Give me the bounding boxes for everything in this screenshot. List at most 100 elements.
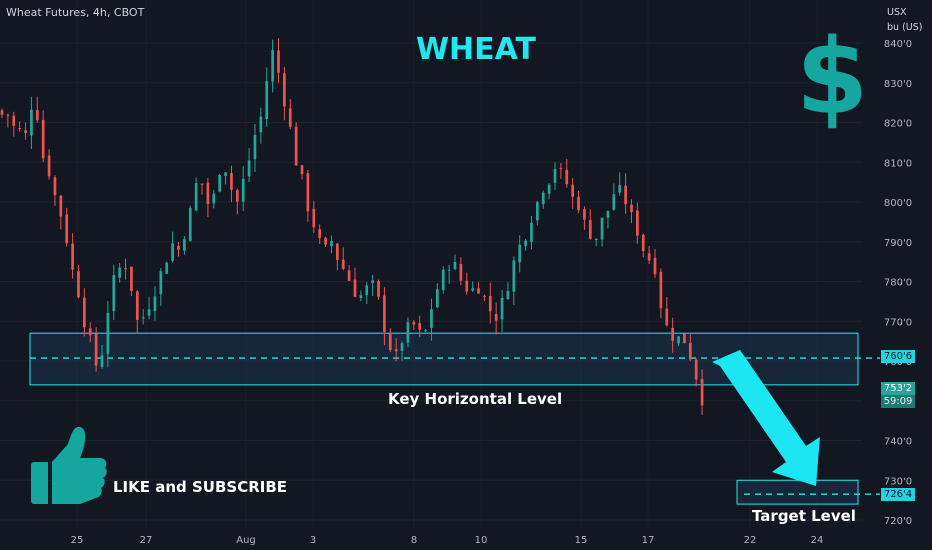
time-tick-label: Aug (236, 535, 256, 546)
time-tick-label: 24 (811, 535, 824, 546)
candle-body (159, 271, 163, 295)
candle-body (583, 209, 586, 220)
candle-body (512, 260, 516, 292)
time-tick-label: 22 (744, 535, 757, 546)
currency-code: USX (887, 7, 907, 18)
candle-body (141, 317, 145, 319)
candle-body (147, 309, 151, 316)
price-tick-label: 840'0 (884, 39, 912, 50)
candle-body (506, 290, 510, 299)
candle-body (194, 183, 198, 211)
candle-body (530, 222, 533, 242)
candle-body (177, 245, 180, 250)
candle-body (624, 185, 627, 205)
candle-body (659, 271, 663, 309)
candle-body (630, 204, 633, 213)
price-tick-label: 800'0 (884, 198, 912, 209)
candle-body (18, 128, 21, 130)
thumbs-up-icon[interactable] (30, 422, 108, 514)
candle-body (500, 297, 504, 320)
candle-body (330, 241, 333, 247)
time-tick-label: 27 (140, 535, 153, 546)
candle-body (671, 328, 675, 341)
candle-body (6, 114, 10, 116)
candle-body (536, 202, 539, 221)
candle-body (324, 237, 327, 245)
candle-body (124, 268, 127, 270)
candle-body (135, 291, 139, 320)
candle-body (577, 196, 580, 211)
time-tick-label: 15 (575, 535, 588, 546)
time-tick-label: 10 (475, 535, 488, 546)
candle-body (230, 173, 233, 190)
price-tick-label: 770'0 (884, 317, 912, 328)
candle-body (183, 239, 186, 251)
candle-body (471, 288, 474, 291)
candle-body (688, 342, 692, 360)
candle-body (612, 194, 616, 210)
dollar-sign-icon: $ (796, 16, 869, 138)
candle-body (106, 313, 110, 354)
candle-body (35, 110, 39, 121)
candle-body (524, 240, 527, 247)
candle-body (359, 295, 363, 299)
target-level-label: Target Level (752, 507, 856, 525)
candle-body (636, 210, 639, 236)
candle-body (694, 359, 698, 380)
price-tick-label: 810'0 (884, 158, 912, 169)
candle-body (241, 178, 245, 202)
candle-body (206, 182, 210, 205)
candle-body (412, 321, 416, 325)
candle-body (353, 279, 357, 297)
candle-body (365, 285, 369, 296)
chart-grid (0, 42, 862, 521)
candle-body (477, 288, 480, 294)
arrow-down-right-icon (712, 350, 820, 486)
candle-body (65, 214, 69, 244)
candle-body (294, 126, 298, 166)
time-tick-label: 17 (642, 535, 655, 546)
candle-body (571, 184, 575, 197)
candle-body (465, 280, 469, 292)
candle-body (53, 177, 57, 196)
candle-body (665, 308, 669, 326)
countdown-badge: 59:09 (881, 395, 915, 408)
candle-body (406, 322, 410, 343)
candle-body (288, 108, 292, 127)
candle-body (600, 217, 604, 240)
candle-body (24, 130, 27, 134)
candle-body (647, 253, 651, 261)
candle-body (400, 343, 404, 351)
candle-body (341, 259, 345, 269)
candle-body (488, 295, 492, 312)
price-tick-label: 780'0 (884, 278, 912, 289)
candle-body (47, 155, 51, 177)
candle-body (441, 269, 445, 291)
candle-body (377, 280, 380, 297)
currency-label: USX bu (US) (887, 5, 922, 35)
candle-body (383, 295, 386, 332)
candle-body (430, 309, 433, 328)
candle-body (165, 262, 169, 274)
candle-body (318, 229, 322, 239)
candle-body (459, 263, 463, 281)
target-badge: 726'4 (881, 488, 915, 501)
symbol-header: Wheat Futures, 4h, CBOT (6, 6, 145, 19)
candle-body (188, 207, 192, 242)
candle-body (565, 169, 569, 185)
price-tick-label: 730'0 (884, 476, 912, 487)
candle-body (12, 115, 16, 126)
candle-body (235, 190, 239, 202)
subscribe-label[interactable]: LIKE and SUBSCRIBE (113, 478, 288, 496)
candle-body (518, 244, 522, 263)
time-tick-label: 3 (310, 535, 316, 546)
key-level-label: Key Horizontal Level (388, 390, 563, 408)
price-axis: 720'0730'0740'0750'0760'0770'0780'0790'0… (884, 39, 912, 527)
candle-body (483, 295, 486, 297)
candle-body (118, 267, 122, 278)
candle-body (388, 332, 392, 350)
candle-body (224, 172, 227, 177)
price-tick-label: 830'0 (884, 79, 912, 90)
candle-body (683, 333, 686, 344)
